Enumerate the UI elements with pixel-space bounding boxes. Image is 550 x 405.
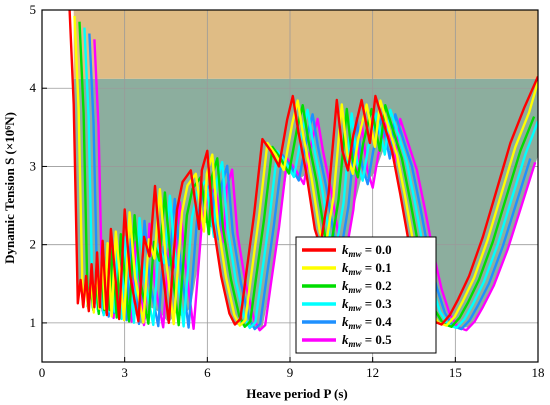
y-tick-label: 5 [30, 2, 37, 17]
x-tick-label: 15 [449, 365, 462, 380]
y-tick-label: 2 [30, 237, 37, 252]
legend-label: kmw = 0.2 [342, 278, 392, 295]
legend-label: kmw = 0.5 [342, 332, 392, 349]
shaded-region-upper [73, 10, 538, 79]
y-tick-label: 1 [30, 315, 37, 330]
x-tick-label: 0 [39, 365, 46, 380]
y-tick-label: 4 [30, 80, 37, 95]
legend-label: kmw = 0.4 [342, 314, 392, 331]
x-tick-label: 6 [204, 365, 211, 380]
y-axis-label: Dynamic Tension S (×10⁶N) [2, 112, 17, 264]
legend-label: kmw = 0.1 [342, 260, 392, 277]
x-tick-label: 18 [532, 365, 545, 380]
x-ticks: 0 3 6 9 12 15 18 [39, 357, 545, 380]
legend-box [295, 236, 437, 354]
y-tick-label: 3 [30, 158, 37, 173]
x-tick-label: 12 [366, 365, 379, 380]
x-axis-label: Heave period P (s) [246, 386, 347, 401]
x-tick-label: 3 [121, 365, 128, 380]
legend-label: kmw = 0.0 [342, 242, 392, 259]
x-tick-label: 9 [287, 365, 294, 380]
y-ticks: 1 2 3 4 5 [30, 2, 47, 330]
legend-label: kmw = 0.3 [342, 296, 392, 313]
